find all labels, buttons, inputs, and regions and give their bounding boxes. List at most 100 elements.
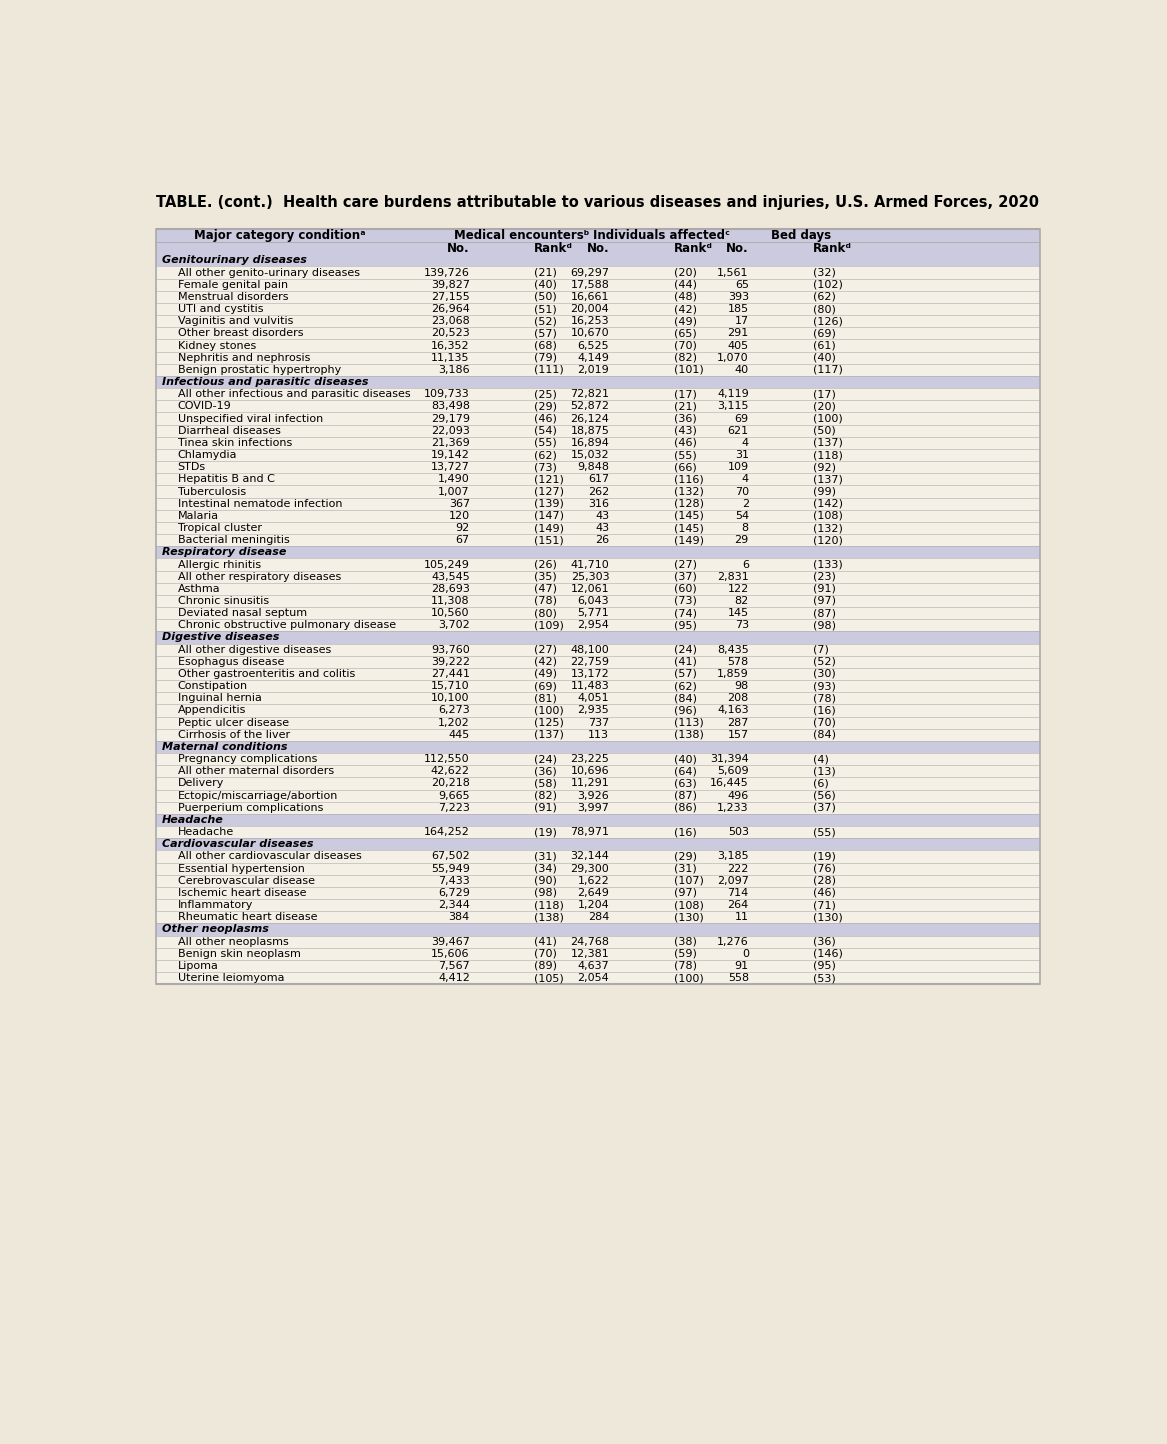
Text: (30): (30) [813,669,836,679]
Text: Esophagus disease: Esophagus disease [177,657,284,667]
Text: 29,300: 29,300 [571,864,609,874]
Text: Vaginitis and vulvitis: Vaginitis and vulvitis [177,316,293,326]
Text: 13,172: 13,172 [571,669,609,679]
Text: 6,729: 6,729 [438,888,470,898]
Bar [156,521,1040,534]
Text: Bacterial meningitis: Bacterial meningitis [177,536,289,546]
Text: (81): (81) [534,693,557,703]
Text: 5,609: 5,609 [718,767,749,777]
Text: 1,202: 1,202 [438,718,470,728]
Text: (41): (41) [673,657,697,667]
Bar [156,375,1040,388]
Text: (146): (146) [813,949,843,959]
Bar [156,474,1040,485]
Text: (40): (40) [673,754,697,764]
Text: (80): (80) [813,305,836,313]
Text: Puerperium complications: Puerperium complications [177,803,323,813]
Text: Other gastroenteritis and colitis: Other gastroenteritis and colitis [177,669,355,679]
Text: 26,124: 26,124 [571,413,609,423]
Text: (82): (82) [673,352,697,362]
Text: 17,588: 17,588 [571,280,609,290]
Bar [156,972,1040,985]
Text: (29): (29) [673,852,697,862]
Text: (48): (48) [673,292,697,302]
Text: (91): (91) [813,583,836,593]
Text: (27): (27) [534,644,557,654]
Text: (24): (24) [673,644,697,654]
Bar [156,765,1040,777]
Text: Menstrual disorders: Menstrual disorders [177,292,288,302]
Text: 113: 113 [588,729,609,739]
Text: Headache: Headache [162,814,224,825]
Text: (60): (60) [673,583,697,593]
Bar [156,656,1040,669]
Text: 2,097: 2,097 [717,877,749,885]
Text: 13,727: 13,727 [431,462,470,472]
Text: (137): (137) [813,438,843,448]
Text: 1,622: 1,622 [578,877,609,885]
Text: 82: 82 [734,596,749,606]
Text: 25,303: 25,303 [571,572,609,582]
Text: (111): (111) [534,365,564,375]
Bar [156,777,1040,790]
Text: (100): (100) [534,706,564,715]
Bar [156,364,1040,375]
Text: (97): (97) [673,888,697,898]
Text: 4,163: 4,163 [718,706,749,715]
Text: Tuberculosis: Tuberculosis [177,487,246,497]
Text: 0: 0 [742,949,749,959]
Bar [156,339,1040,351]
Text: (86): (86) [673,803,697,813]
Text: (31): (31) [673,864,697,874]
Text: 445: 445 [448,729,470,739]
Text: (133): (133) [813,559,843,569]
Bar [156,754,1040,765]
Text: 29: 29 [734,536,749,546]
Text: 5,771: 5,771 [578,608,609,618]
Text: 65: 65 [735,280,749,290]
Text: Other neoplasms: Other neoplasms [162,924,270,934]
Bar [156,814,1040,826]
Text: 91: 91 [735,960,749,970]
Bar [156,875,1040,887]
Text: 40: 40 [735,365,749,375]
Text: (50): (50) [534,292,557,302]
Text: Rankᵈ: Rankᵈ [534,241,573,254]
Text: 2,344: 2,344 [438,900,470,910]
Text: (145): (145) [673,511,704,521]
Bar [156,315,1040,328]
Text: 621: 621 [728,426,749,436]
Text: (36): (36) [673,413,697,423]
Text: 145: 145 [728,608,749,618]
Text: 54: 54 [735,511,749,521]
Text: No.: No. [447,241,470,254]
Text: Asthma: Asthma [177,583,221,593]
Text: (20): (20) [813,401,836,412]
Text: 11: 11 [735,913,749,923]
Text: Essential hypertension: Essential hypertension [177,864,305,874]
Text: (40): (40) [534,280,557,290]
Text: (26): (26) [534,559,557,569]
Text: (138): (138) [673,729,704,739]
Text: 109: 109 [728,462,749,472]
Text: (109): (109) [534,621,564,631]
Text: 19,142: 19,142 [431,451,470,461]
Text: (95): (95) [673,621,697,631]
Bar [156,705,1040,716]
Text: 48,100: 48,100 [571,644,609,654]
Text: 4,412: 4,412 [438,973,470,983]
Text: (78): (78) [673,960,697,970]
Text: 1,070: 1,070 [718,352,749,362]
Bar [156,716,1040,729]
Text: 98: 98 [734,682,749,692]
Text: 24,768: 24,768 [571,937,609,947]
Bar [156,559,1040,570]
Text: 503: 503 [728,827,749,838]
Text: (54): (54) [534,426,557,436]
Text: 31,394: 31,394 [710,754,749,764]
Text: (35): (35) [534,572,557,582]
Text: (55): (55) [534,438,557,448]
Text: Appendicitis: Appendicitis [177,706,246,715]
Text: (7): (7) [813,644,829,654]
Text: Cerebrovascular disease: Cerebrovascular disease [177,877,315,885]
